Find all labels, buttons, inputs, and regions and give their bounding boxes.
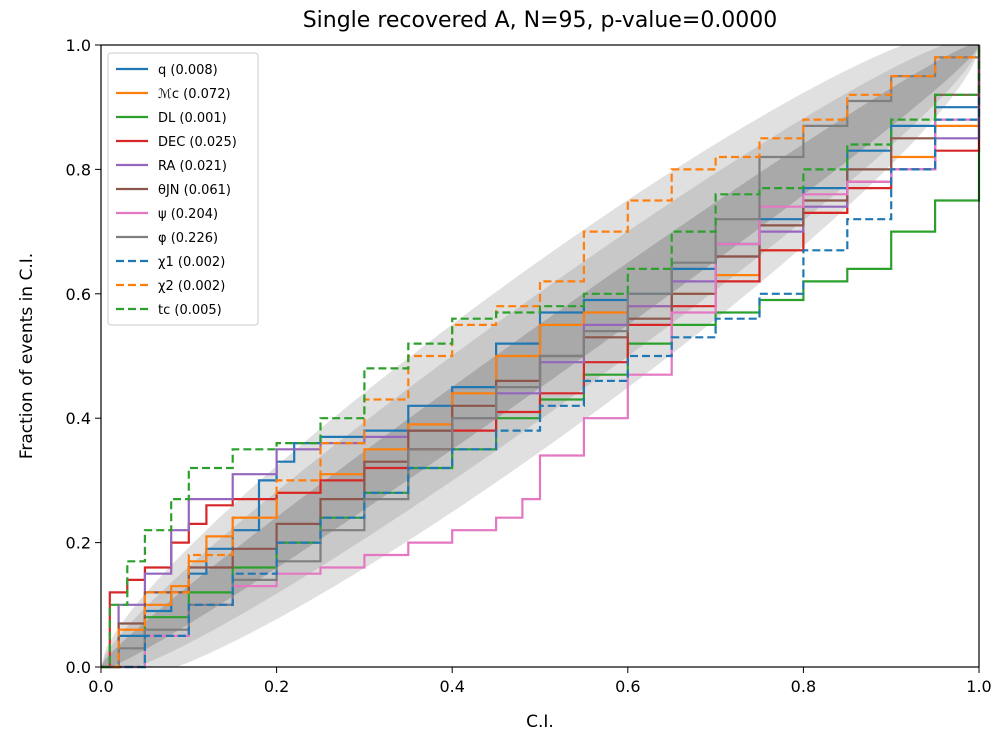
legend-label: RA (0.021) (158, 159, 227, 174)
y-axis: 0.0 0.2 0.4 0.6 0.8 1.0 (66, 36, 101, 677)
legend-label: tc (0.005) (158, 303, 222, 318)
x-tick-label: 0.2 (264, 677, 289, 696)
series-line-7 (101, 45, 981, 669)
y-tick-label: 1.0 (66, 36, 91, 55)
series-lines (101, 45, 981, 669)
plot-frame (100, 44, 980, 668)
legend-label: q (0.008) (158, 63, 218, 78)
x-axis: 0.0 0.2 0.4 0.6 0.8 1.0 (88, 667, 992, 696)
y-tick-label: 0.4 (66, 409, 91, 428)
legend-label: DL (0.001) (158, 111, 227, 126)
legend: q (0.008) ℳc (0.072) DL (0.001) DEC (0.025)… (107, 52, 259, 326)
x-tick-label: 0.8 (791, 677, 816, 696)
series-line-11 (101, 45, 981, 669)
x-tick-label: 1.0 (966, 677, 991, 696)
legend-label: ℳc (0.072) (158, 87, 231, 102)
x-axis-label: C.I. (526, 712, 554, 732)
legend-label: χ2 (0.002) (158, 279, 225, 294)
legend-label: θJN (0.061) (158, 183, 231, 198)
series-line-9 (101, 45, 981, 669)
y-tick-label: 0.8 (66, 160, 91, 179)
x-tick-label: 0.0 (88, 677, 113, 696)
y-tick-label: 0.6 (66, 285, 91, 304)
y-axis-label: Fraction of events in C.I. (17, 253, 37, 459)
y-tick-label: 0.2 (66, 534, 91, 553)
legend-box (107, 52, 259, 326)
x-tick-label: 0.4 (439, 677, 464, 696)
legend-label: DEC (0.025) (158, 135, 237, 150)
y-tick-label: 0.0 (66, 658, 91, 677)
legend-label: χ1 (0.002) (158, 255, 225, 270)
legend-label: ψ (0.204) (158, 207, 218, 222)
x-tick-label: 0.6 (615, 677, 640, 696)
chart-title: Single recovered A, N=95, p-value=0.0000 (303, 8, 778, 33)
legend-label: φ (0.226) (158, 231, 218, 246)
